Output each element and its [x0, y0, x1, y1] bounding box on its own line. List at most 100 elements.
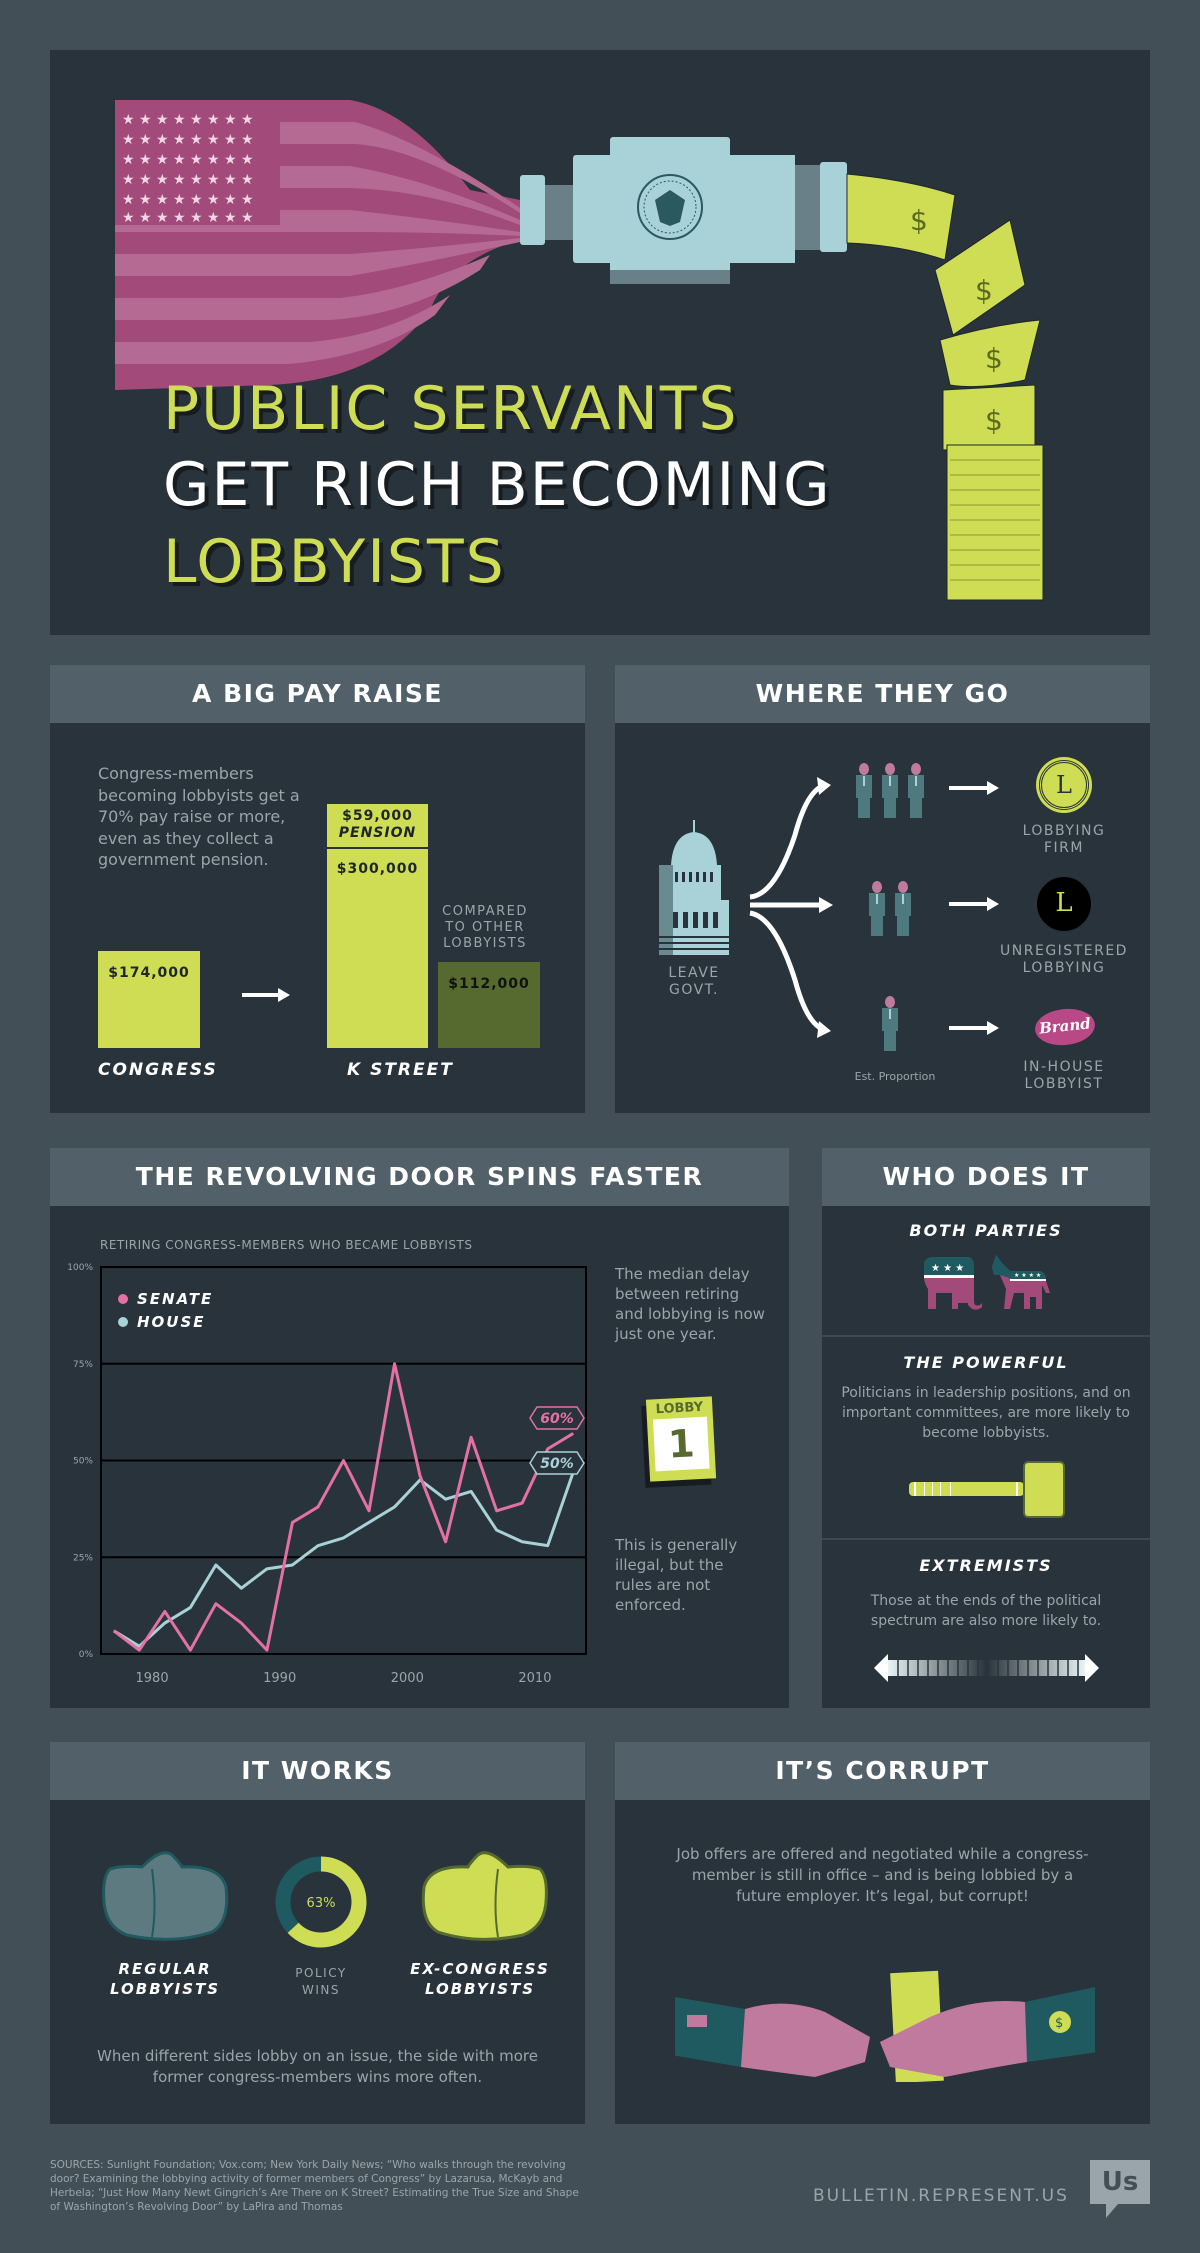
- works-panel: IT WORKS 63% REGULAR LOBBYISTS POLICY WI…: [50, 1742, 585, 2124]
- other-lobbyists-bar: $112,000: [438, 962, 540, 1048]
- regular-lobbyists-label: REGULAR LOBBYISTS: [110, 1960, 221, 1998]
- flag-pipe-money-illustration: ★ ★ ★ ★ ★ ★ ★ ★ ★ ★ ★ ★ ★ ★ ★ ★ ★ ★ ★ ★ ★…: [115, 100, 1044, 601]
- svg-text:$: $: [985, 342, 1003, 375]
- kstreet-label: K STREET: [347, 1060, 454, 1080]
- kstreet-bar: $300,000: [327, 849, 428, 1048]
- x-tick-label: 2010: [518, 1671, 551, 1686]
- who-panel: WHO DOES IT BOTH PARTIES ★ ★ ★ ★ ★ ★ ★ T…: [822, 1148, 1150, 1708]
- people-group-3-icon: [856, 763, 924, 818]
- sources-text: SOURCES: Sunlight Foundation; Vox.com; N…: [50, 2159, 579, 2213]
- y-tick-label: 25%: [73, 1553, 93, 1563]
- median-delay-text: The median delay between retiring and lo…: [615, 1265, 765, 1343]
- pipe-icon: [520, 137, 847, 284]
- lobbying-firm-badge: L: [1039, 760, 1089, 810]
- calendar-number: 1: [652, 1416, 710, 1472]
- people-group-2-icon: [869, 881, 911, 936]
- svg-text:★ ★ ★ ★ ★ ★ ★ ★: ★ ★ ★ ★ ★ ★ ★ ★: [122, 172, 254, 188]
- arrow-right-icon: [949, 897, 999, 911]
- works-title: IT WORKS: [50, 1742, 585, 1800]
- series-line-senate: [112, 1362, 575, 1652]
- donut-value: 63%: [307, 1896, 336, 1911]
- hero-panel: ★ ★ ★ ★ ★ ★ ★ ★ ★ ★ ★ ★ ★ ★ ★ ★ ★ ★ ★ ★ ★…: [50, 50, 1150, 635]
- powerful-text: Politicians in leadership positions, and…: [841, 1385, 1131, 1441]
- handshake-money-icon: $: [675, 1970, 1095, 2082]
- svg-text:$: $: [985, 404, 1003, 437]
- revolving-title: THE REVOLVING DOOR SPINS FASTER: [50, 1148, 789, 1206]
- svg-text:★ ★ ★ ★: ★ ★ ★ ★: [1014, 1272, 1041, 1279]
- pay-raise-text: Congress-members becoming lobbyists get …: [98, 764, 300, 869]
- svg-text:★ ★ ★: ★ ★ ★: [931, 1263, 964, 1274]
- unregistered-label: UNREGISTERED LOBBYING: [1000, 943, 1128, 976]
- est-proportion-label: Est. Proportion: [854, 1070, 936, 1083]
- legend-label-house: HOUSE: [137, 1313, 206, 1331]
- congress-label: CONGRESS: [98, 1060, 218, 1080]
- y-tick-label: 75%: [73, 1360, 93, 1370]
- congress-value: $174,000: [108, 965, 190, 981]
- x-tick-label: 2000: [391, 1671, 424, 1686]
- congress-bar: $174,000: [98, 951, 200, 1048]
- end-label-house: 50%: [540, 1456, 574, 1472]
- arrow-right-icon: [242, 988, 290, 1002]
- svg-text:★ ★ ★ ★ ★ ★ ★ ★: ★ ★ ★ ★ ★ ★ ★ ★: [122, 210, 254, 226]
- corrupt-panel: IT’S CORRUPT Job offers are offered and …: [615, 1742, 1150, 2124]
- represent-us-logo: Us: [1090, 2160, 1150, 2204]
- series-line-house: [112, 1471, 575, 1648]
- title-line-3: LOBBYISTS: [163, 527, 506, 597]
- pension-bar: $59,000 PENSION: [327, 804, 428, 847]
- arrow-right-icon: [949, 1021, 999, 1035]
- lobby-calendar-icon: LOBBY 1: [645, 1396, 717, 1482]
- end-label-box: [529, 1451, 585, 1475]
- title-line-1: PUBLIC SERVANTS: [163, 374, 739, 444]
- svg-text:★ ★ ★ ★ ★ ★ ★ ★: ★ ★ ★ ★ ★ ★ ★ ★: [122, 192, 254, 208]
- regular-boxing-glove-icon: [102, 1851, 229, 1941]
- ex-congress-boxing-glove-icon: [421, 1851, 548, 1941]
- x-tick-label: 1990: [263, 1671, 296, 1686]
- lobbying-firm-label: LOBBYING FIRM: [1022, 823, 1106, 856]
- y-tick-label: 0%: [79, 1650, 94, 1660]
- extremists-text: Those at the ends of the political spect…: [870, 1593, 1102, 1629]
- policy-wins-label: POLICY WINS: [295, 1966, 347, 1997]
- where-panel: WHERE THEY GO LEAVE GOVT. L LOBBYING FIR…: [615, 665, 1150, 1113]
- end-label-senate: 60%: [540, 1411, 574, 1427]
- spectrum-arrow-icon: [874, 1654, 1099, 1682]
- chart-title: RETIRING CONGRESS-MEMBERS WHO BECAME LOB…: [100, 1238, 473, 1252]
- extremists-heading: EXTREMISTS: [919, 1556, 1053, 1575]
- svg-text:$: $: [1055, 2016, 1063, 2031]
- ex-congress-lobbyists-label: EX-CONGRESS LOBBYISTS: [410, 1960, 550, 1998]
- money-stack-icon: $ $ $ $: [846, 173, 1044, 601]
- other-value: $112,000: [448, 976, 530, 992]
- unregistered-badge: L: [1037, 877, 1091, 931]
- x-tick-label: 1980: [136, 1671, 169, 1686]
- calendar-label: LOBBY: [655, 1399, 704, 1418]
- end-label-box: [529, 1406, 585, 1430]
- revolving-panel: THE REVOLVING DOOR SPINS FASTER RETIRING…: [50, 1148, 789, 1708]
- corrupt-text: Job offers are offered and negotiated wh…: [676, 1845, 1089, 1905]
- legend-marker-senate: [118, 1294, 128, 1304]
- logo-tail: [1106, 2204, 1118, 2218]
- pay-raise-title: A BIG PAY RAISE: [50, 665, 585, 723]
- kstreet-value: $300,000: [336, 861, 419, 877]
- svg-text:★ ★ ★ ★ ★ ★ ★ ★: ★ ★ ★ ★ ★ ★ ★ ★: [122, 152, 254, 168]
- pension-label: PENSION: [338, 825, 417, 841]
- line-chart: 0% 25% 50% 75% 100% 1980 1990 2000 2010 SENATE 60%…: [67, 1263, 587, 1686]
- pension-value: $59,000: [342, 808, 413, 824]
- works-text: When different sides lobby on an issue, …: [97, 2047, 538, 2086]
- where-title: WHERE THEY GO: [615, 665, 1150, 723]
- capitol-icon: [659, 820, 729, 955]
- leave-govt-label: LEAVE GOVT.: [668, 965, 720, 998]
- illegal-text: This is generally illegal, but the rules…: [615, 1536, 738, 1614]
- branch-arrows-icon: [749, 777, 833, 1038]
- flag-icon: ★ ★ ★ ★ ★ ★ ★ ★ ★ ★ ★ ★ ★ ★ ★ ★ ★ ★ ★ ★ ★…: [115, 100, 520, 390]
- donut-fill: [275, 1856, 367, 1948]
- y-tick-label: 100%: [67, 1263, 93, 1273]
- site-link[interactable]: BULLETIN.REPRESENT.US: [813, 2186, 1069, 2206]
- svg-text:$: $: [910, 204, 928, 237]
- legend-label-senate: SENATE: [137, 1290, 213, 1308]
- powerful-heading: THE POWERFUL: [903, 1353, 1069, 1372]
- corrupt-title: IT’S CORRUPT: [615, 1742, 1150, 1800]
- brand-badge: Brand: [1033, 1005, 1097, 1049]
- svg-text:★ ★ ★ ★ ★ ★ ★ ★: ★ ★ ★ ★ ★ ★ ★ ★: [122, 112, 254, 128]
- elephant-donkey-icon: ★ ★ ★ ★ ★ ★ ★: [924, 1255, 1050, 1310]
- policy-wins-donut: 63%: [275, 1856, 367, 1948]
- legend-marker-house: [118, 1317, 128, 1327]
